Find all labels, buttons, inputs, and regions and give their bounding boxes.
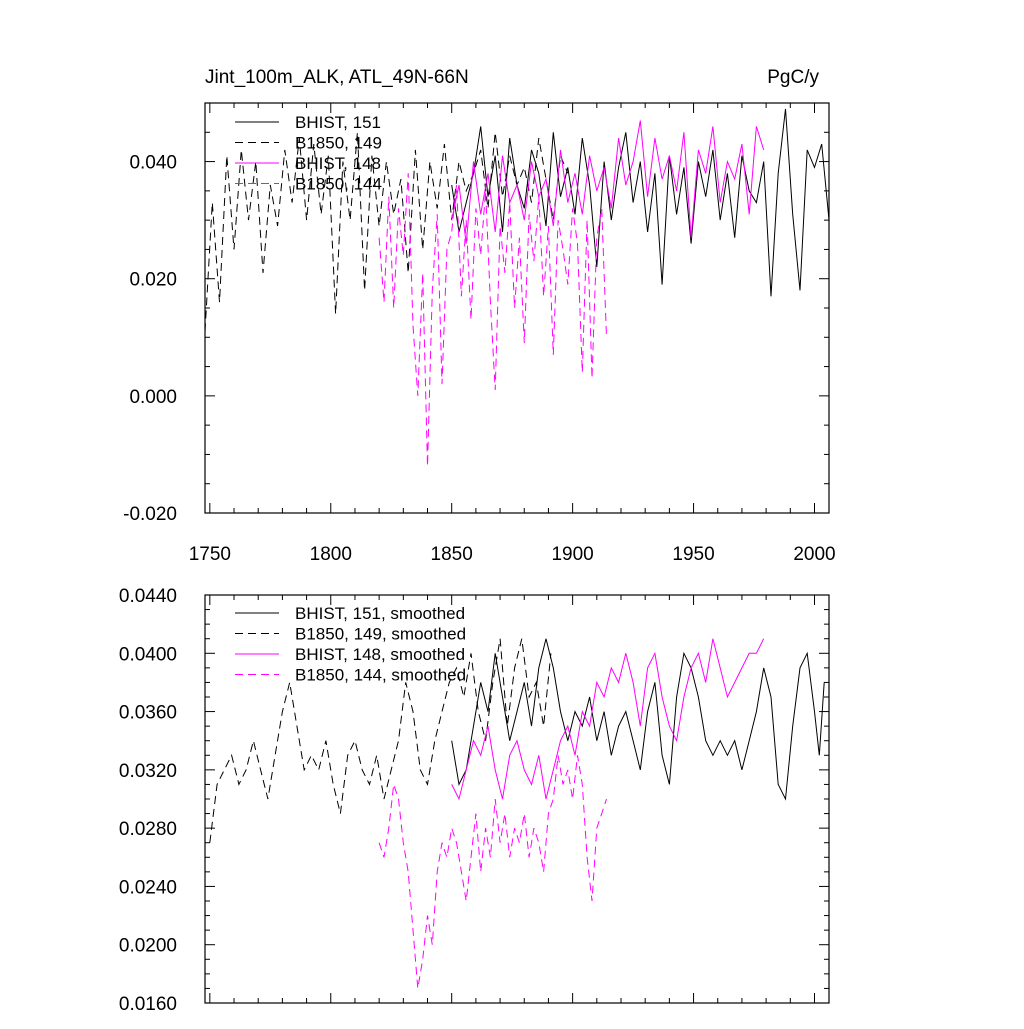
legend-label: B1850, 144, smoothed <box>295 666 466 685</box>
y-tick-label: 0.0360 <box>119 703 177 724</box>
bottom-panel: 0.0160 0.0200 0.0240 0.0280 0.0320 0.0360 0.04… <box>119 586 830 1015</box>
y-tick-label: 0.020 <box>129 270 177 291</box>
legend-label: BHIST, 151, smoothed <box>295 604 465 623</box>
legend-label: B1850, 144 <box>295 175 382 194</box>
series-line <box>378 755 607 989</box>
y-tick-label: 0.0160 <box>119 994 177 1015</box>
legend-label: BHIST, 148 <box>295 154 381 173</box>
series-line <box>451 638 825 801</box>
x-tick-label: 1750 <box>189 544 231 565</box>
legend-label: BHIST, 151 <box>295 113 381 132</box>
y-tick-label: 0.0200 <box>119 936 177 957</box>
y-tick-label: 0.0320 <box>119 761 177 782</box>
series-line <box>451 108 830 297</box>
x-tick-label: 1800 <box>310 544 352 565</box>
y-tick-label: -0.020 <box>123 504 177 525</box>
y-tick-label: 0.0240 <box>119 877 177 898</box>
series-line <box>451 638 765 801</box>
legend-label: B1850, 149 <box>295 134 382 153</box>
series-line <box>209 638 552 843</box>
series-line <box>204 132 569 332</box>
series-line <box>378 173 607 467</box>
x-tick-label: 1900 <box>551 544 593 565</box>
y-tick-label: 0.0280 <box>119 819 177 840</box>
chart-title: Jint_100m_ALK, ATL_49N-66N <box>205 67 469 88</box>
legend-label: B1850, 149, smoothed <box>295 625 466 644</box>
y-tick-label: 0.000 <box>129 387 177 408</box>
y-tick-label: 0.040 <box>129 153 177 174</box>
legend-label: BHIST, 148, smoothed <box>295 645 465 664</box>
units-label: PgC/y <box>767 67 819 88</box>
x-tick-label: 2000 <box>793 544 835 565</box>
x-tick-label: 1850 <box>431 544 473 565</box>
x-tick-label: 1950 <box>672 544 714 565</box>
top-panel: Jint_100m_ALK, ATL_49N-66N PgC/y 1750 180… <box>123 67 836 565</box>
y-tick-label: 0.0400 <box>119 644 177 665</box>
y-tick-label: 0.0440 <box>119 586 177 607</box>
series-line <box>451 120 765 244</box>
